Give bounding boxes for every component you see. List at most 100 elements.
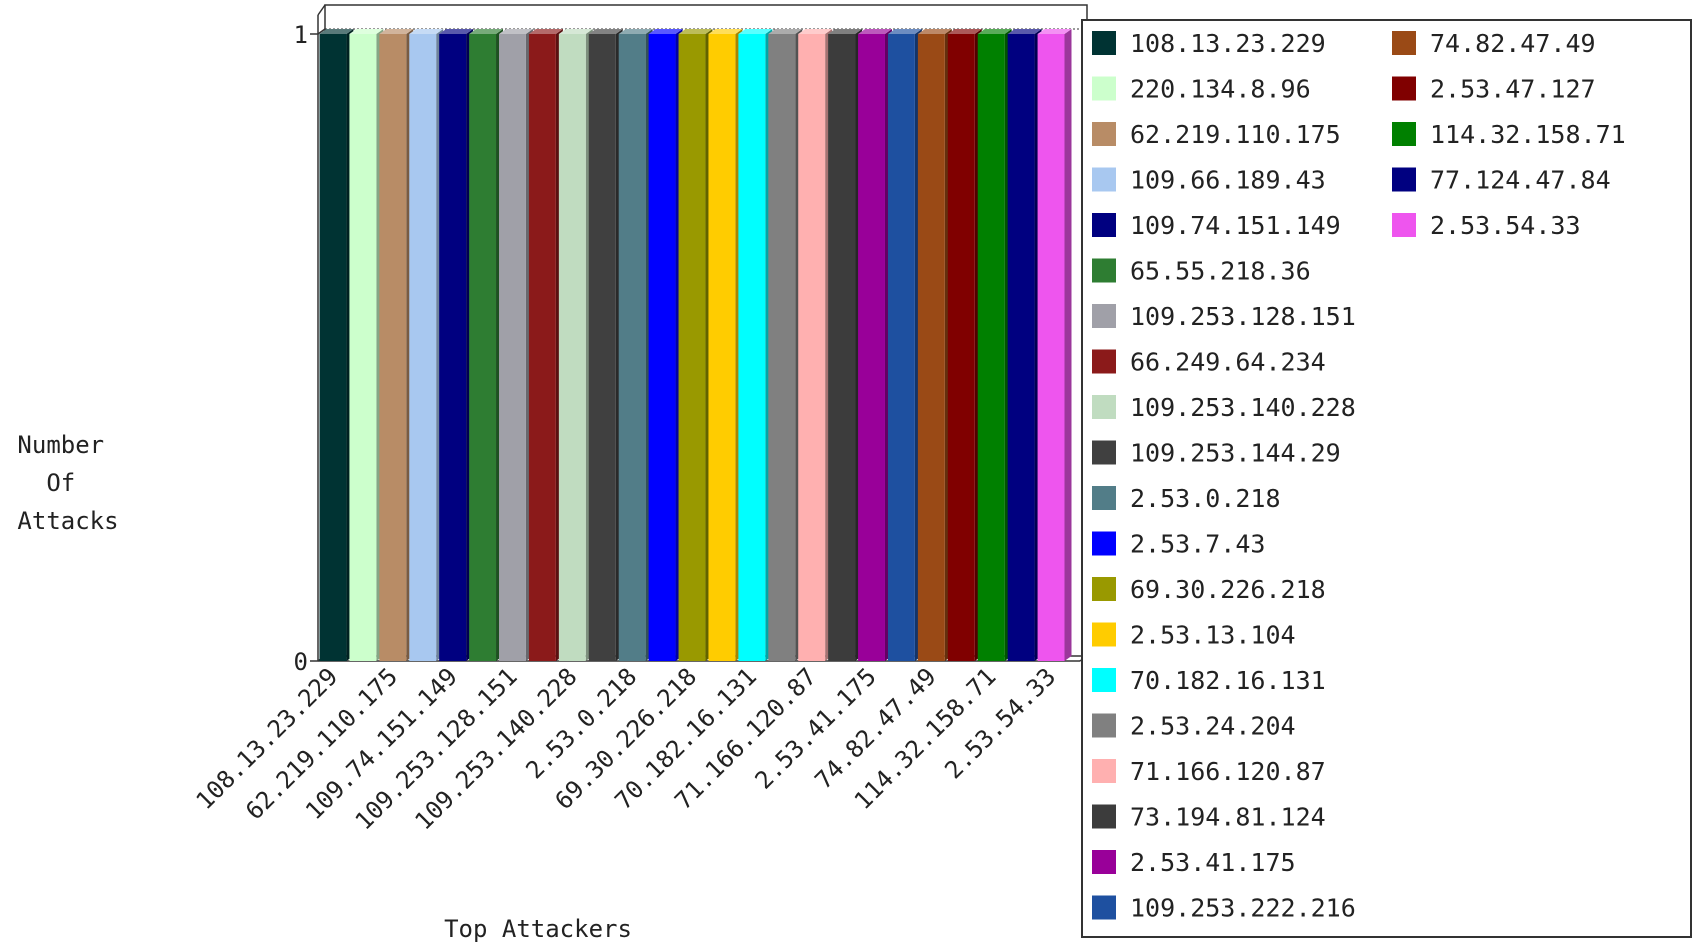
y-tick-label: 0 xyxy=(294,648,308,676)
bar xyxy=(1007,29,1042,661)
legend-label: 109.253.140.228 xyxy=(1130,393,1356,422)
legend-swatch xyxy=(1092,804,1116,829)
legend-label: 70.182.16.131 xyxy=(1130,666,1326,695)
bar-front xyxy=(528,34,556,661)
bar-top xyxy=(858,29,892,34)
bar xyxy=(828,29,863,661)
legend-label: 109.253.128.151 xyxy=(1130,302,1356,331)
legend-swatch xyxy=(1092,213,1116,237)
legend-item: 108.13.23.229 xyxy=(1092,29,1326,58)
bar xyxy=(738,29,773,661)
bar-top xyxy=(828,29,863,34)
bar-front xyxy=(678,34,706,661)
bar-front xyxy=(917,34,945,661)
bar xyxy=(379,29,414,661)
legend-item: 66.249.64.234 xyxy=(1092,348,1326,377)
legend-item: 62.219.110.175 xyxy=(1092,120,1341,149)
y-axis-title-line-3: Attacks xyxy=(17,507,118,535)
bar-top xyxy=(708,29,743,34)
bar-top xyxy=(499,29,533,34)
bar-front xyxy=(1037,34,1065,661)
legend-swatch xyxy=(1092,531,1116,556)
legend-label: 73.194.81.124 xyxy=(1130,803,1326,832)
legend-item: 77.124.47.84 xyxy=(1392,166,1611,195)
legend-label: 220.134.8.96 xyxy=(1130,75,1311,104)
bar xyxy=(708,29,743,661)
bar-front xyxy=(558,34,586,661)
legend-label: 69.30.226.218 xyxy=(1130,575,1326,604)
bar xyxy=(409,29,444,661)
y-axis-title-line-2: Of xyxy=(46,469,75,497)
bar-top xyxy=(618,29,653,34)
bar xyxy=(678,29,713,661)
bar-top xyxy=(887,29,922,34)
bar-front xyxy=(618,34,646,661)
legend-label: 109.66.189.43 xyxy=(1130,166,1326,195)
bar-top xyxy=(528,29,563,34)
bar-front xyxy=(319,34,347,661)
legend-item: 73.194.81.124 xyxy=(1092,803,1326,832)
legend-swatch xyxy=(1092,31,1116,55)
bar-front xyxy=(977,34,1005,661)
legend-label: 114.32.158.71 xyxy=(1430,120,1626,149)
legend-item: 71.166.120.87 xyxy=(1092,757,1326,786)
bar-top xyxy=(768,29,803,34)
y-axis-ticks: 01 xyxy=(294,21,326,676)
legend-label: 66.249.64.234 xyxy=(1130,348,1326,377)
legend-label: 109.253.144.29 xyxy=(1130,439,1341,468)
legend-label: 74.82.47.49 xyxy=(1430,29,1596,58)
bar xyxy=(1037,29,1072,661)
legend-swatch xyxy=(1092,76,1116,101)
bar-top xyxy=(469,29,504,34)
legend-item: 2.53.47.127 xyxy=(1392,75,1596,104)
bar xyxy=(768,29,803,661)
legend-label: 2.53.13.104 xyxy=(1130,621,1296,650)
legend-label: 2.53.7.43 xyxy=(1130,530,1265,559)
legend-label: 2.53.0.218 xyxy=(1130,484,1281,513)
bar-top xyxy=(409,29,444,34)
legend-swatch xyxy=(1092,895,1116,920)
bar-top xyxy=(558,29,593,34)
bar-top xyxy=(648,29,683,34)
bar-front xyxy=(887,34,915,661)
x-axis-title: Top Attackers xyxy=(444,915,632,943)
legend-swatch xyxy=(1392,213,1416,237)
legend-swatch xyxy=(1092,440,1116,465)
legend-item: 65.55.218.36 xyxy=(1092,257,1311,286)
legend-label: 2.53.47.127 xyxy=(1430,75,1596,104)
bar-front xyxy=(588,34,616,661)
y-axis-title-line-1: Number xyxy=(17,431,104,459)
bar xyxy=(499,29,533,661)
bar xyxy=(977,29,1012,661)
bar-front xyxy=(349,34,377,661)
bar-top xyxy=(977,29,1012,34)
bar xyxy=(798,29,833,661)
bar xyxy=(349,29,384,661)
legend-item: 109.253.128.151 xyxy=(1092,302,1356,331)
bar xyxy=(618,29,653,661)
legend-item: 114.32.158.71 xyxy=(1392,120,1626,149)
bar xyxy=(558,29,593,661)
bar-top xyxy=(1007,29,1042,34)
legend-item: 109.253.140.228 xyxy=(1092,393,1356,422)
bar xyxy=(648,29,683,661)
legend-swatch xyxy=(1092,850,1116,874)
bar-top xyxy=(588,29,623,34)
legend-item: 220.134.8.96 xyxy=(1092,75,1311,104)
legend-swatch xyxy=(1092,167,1116,192)
legend-label: 2.53.54.33 xyxy=(1430,211,1581,240)
legend-swatch xyxy=(1092,486,1116,510)
legend-item: 109.253.144.29 xyxy=(1092,439,1341,468)
bar-front xyxy=(439,34,467,661)
legend-label: 2.53.24.204 xyxy=(1130,712,1296,741)
legend-item: 74.82.47.49 xyxy=(1392,29,1596,58)
bar-front xyxy=(499,34,526,661)
x-axis-tick-labels: 108.13.23.22962.219.110.175109.74.151.14… xyxy=(191,662,1062,835)
bar-front xyxy=(1007,34,1035,661)
bar-top xyxy=(1037,29,1072,34)
bar-top xyxy=(319,29,354,34)
legend-swatch xyxy=(1392,122,1416,146)
bar-top xyxy=(798,29,833,34)
bar xyxy=(528,29,563,661)
legend-item: 69.30.226.218 xyxy=(1092,575,1326,604)
